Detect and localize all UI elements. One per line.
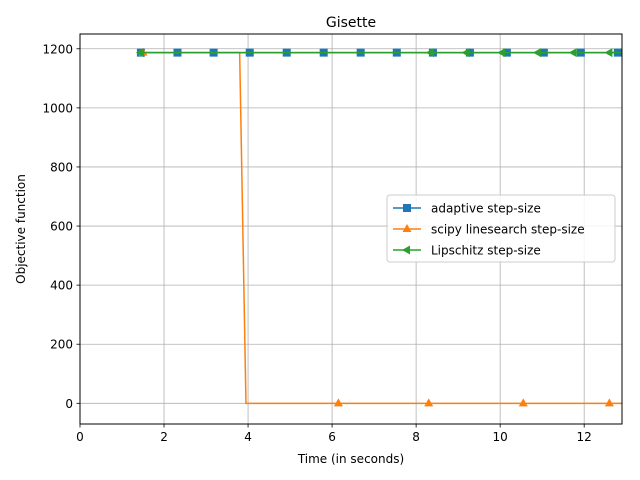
data-point	[604, 48, 613, 58]
y-tick-label: 600	[50, 220, 73, 234]
y-tick-label: 200	[50, 338, 73, 352]
y-tick-label: 1000	[42, 101, 73, 115]
x-tick-label: 12	[577, 430, 592, 444]
legend: adaptive step-size scipy linesearch step-…	[386, 194, 616, 263]
legend-swatch-marker	[402, 245, 410, 255]
data-point	[333, 398, 343, 407]
data-point	[604, 398, 614, 407]
y-tick-label: 800	[50, 160, 73, 174]
ticks: 0 2 4 6 8 10 12 0 200 400 600 800 1000 1200	[42, 42, 591, 444]
legend-label: scipy linesearch step-size	[431, 223, 585, 237]
x-tick-label: 0	[76, 430, 84, 444]
x-tick-label: 6	[328, 430, 336, 444]
x-tick-label: 10	[493, 430, 508, 444]
series-3	[135, 48, 622, 58]
axes-frame	[79, 33, 623, 425]
series-line	[143, 51, 622, 405]
data-point	[424, 398, 434, 407]
x-axis-label: Time (in seconds)	[297, 452, 404, 466]
plot-series-group	[135, 47, 622, 407]
x-tick-label: 4	[244, 430, 252, 444]
plot-area	[135, 47, 622, 407]
legend-box	[386, 194, 616, 263]
y-tick-label: 0	[65, 397, 73, 411]
legend-item: scipy linesearch step-size	[393, 223, 585, 237]
y-axis-label: Objective function	[14, 174, 28, 284]
legend-swatch-marker	[403, 204, 411, 212]
legend-item: Lipschitz step-size	[393, 244, 541, 258]
legend-label: adaptive step-size	[431, 202, 541, 216]
x-tick-label: 2	[160, 430, 168, 444]
data-point	[568, 48, 577, 58]
data-point	[518, 398, 528, 407]
y-tick-label: 1200	[42, 42, 73, 56]
legend-item: adaptive step-size	[393, 202, 541, 216]
data-point	[497, 48, 506, 58]
legend-swatch-marker	[402, 224, 412, 232]
chart-title: Gisette	[326, 15, 376, 31]
data-point	[461, 48, 470, 58]
y-tick-label: 400	[50, 279, 73, 293]
x-tick-label: 8	[412, 430, 420, 444]
data-point	[135, 48, 144, 58]
data-point	[532, 48, 541, 58]
legend-label: Lipschitz step-size	[431, 244, 541, 258]
data-point	[425, 48, 434, 58]
